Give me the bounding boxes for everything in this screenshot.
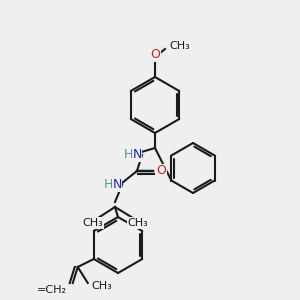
- Text: H: H: [123, 148, 133, 161]
- Text: =CH₂: =CH₂: [37, 285, 67, 295]
- Text: CH₃: CH₃: [169, 41, 190, 51]
- Text: CH₃: CH₃: [128, 218, 148, 228]
- Text: H: H: [103, 178, 113, 191]
- Text: O: O: [150, 49, 160, 62]
- Text: CH₃: CH₃: [92, 281, 112, 291]
- Text: O: O: [156, 164, 166, 178]
- Text: N: N: [132, 148, 142, 161]
- Text: CH₃: CH₃: [82, 218, 103, 228]
- Text: N: N: [112, 178, 122, 191]
